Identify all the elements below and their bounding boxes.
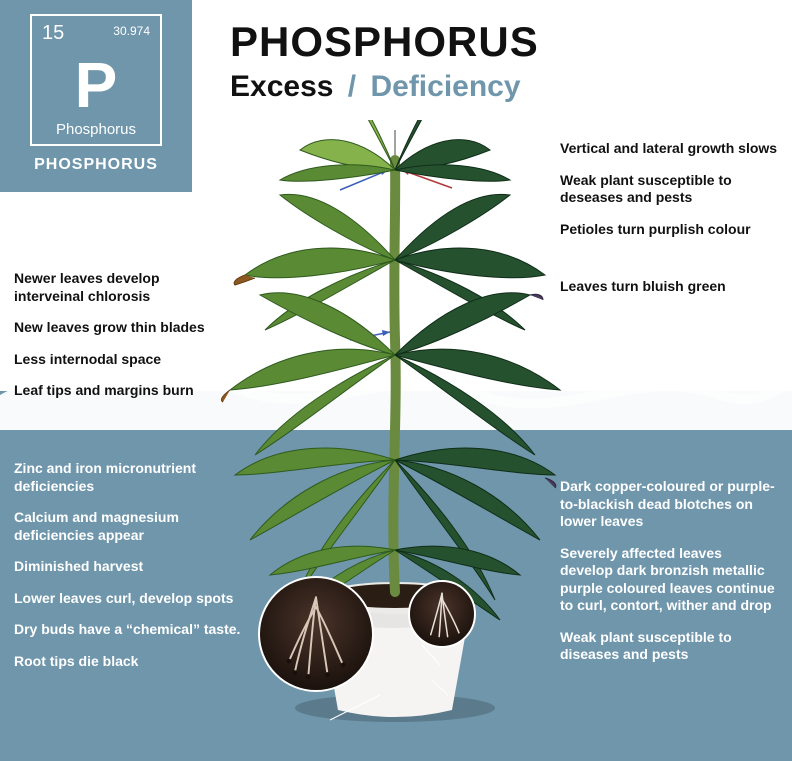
subtitle-separator: / [348, 70, 356, 103]
page-title: PHOSPHORUS [230, 18, 539, 66]
header: PHOSPHORUS Excess / Deficiency [230, 18, 539, 104]
list-item: Severely affected leaves develop dark br… [560, 545, 778, 615]
deficiency-upper-list: Vertical and lateral growth slows Weak p… [560, 140, 780, 310]
subtitle-excess: Excess [230, 70, 333, 103]
deficiency-lower-list: Dark copper-coloured or purple-to-blacki… [560, 478, 778, 678]
atomic-number: 15 [42, 22, 64, 45]
list-item: Dry buds have a “chemical” taste. [14, 621, 244, 639]
subtitle: Excess / Deficiency [230, 70, 539, 104]
list-item: New leaves grow thin blades [14, 319, 224, 337]
element-symbol: P [32, 48, 160, 122]
list-item: Weak plant susceptible to deseases and p… [560, 172, 780, 207]
root-inset-excess [258, 576, 374, 692]
plant-illustration [190, 120, 600, 740]
element-caption: PHOSPHORUS [34, 156, 158, 174]
list-item: Diminished harvest [14, 558, 244, 576]
element-tile-panel: 15 30.974 P Phosphorus PHOSPHORUS [0, 0, 192, 192]
list-item: Less internodal space [14, 351, 224, 369]
list-item: Dark copper-coloured or purple-to-blacki… [560, 478, 778, 531]
list-item: Lower leaves curl, develop spots [14, 590, 244, 608]
excess-upper-list: Newer leaves develop interveinal chloros… [14, 270, 224, 414]
atomic-mass: 30.974 [113, 24, 150, 38]
list-item: Newer leaves develop interveinal chloros… [14, 270, 224, 305]
list-item: Vertical and lateral growth slows [560, 140, 780, 158]
list-item: Weak plant susceptible to diseases and p… [560, 629, 778, 664]
element-name: Phosphorus [32, 121, 160, 138]
list-item: Leaves turn bluish green [560, 278, 780, 296]
list-item: Zinc and iron micronutrient deficiencies [14, 460, 244, 495]
subtitle-deficiency: Deficiency [370, 70, 520, 103]
excess-lower-list: Zinc and iron micronutrient deficiencies… [14, 460, 244, 684]
root-inset-deficiency [408, 580, 476, 648]
list-item: Petioles turn purplish colour [560, 221, 780, 239]
list-item: Calcium and magnesium deficiencies appea… [14, 509, 244, 544]
list-item: Leaf tips and margins burn [14, 382, 224, 400]
list-item: Root tips die black [14, 653, 244, 671]
element-tile: 15 30.974 P Phosphorus [30, 14, 162, 146]
